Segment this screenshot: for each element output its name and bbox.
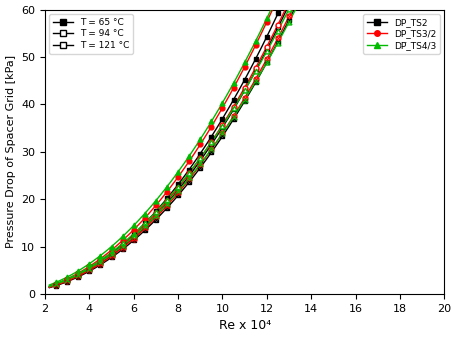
Legend: DP_TS2, DP_TS3/2, DP̅_TS4/3: DP_TS2, DP_TS3/2, DP̅_TS4/3 [363,14,440,54]
X-axis label: Re x 10⁴: Re x 10⁴ [218,319,271,333]
Y-axis label: Pressure Drop of Spacer Grid [kPa]: Pressure Drop of Spacer Grid [kPa] [5,55,16,248]
